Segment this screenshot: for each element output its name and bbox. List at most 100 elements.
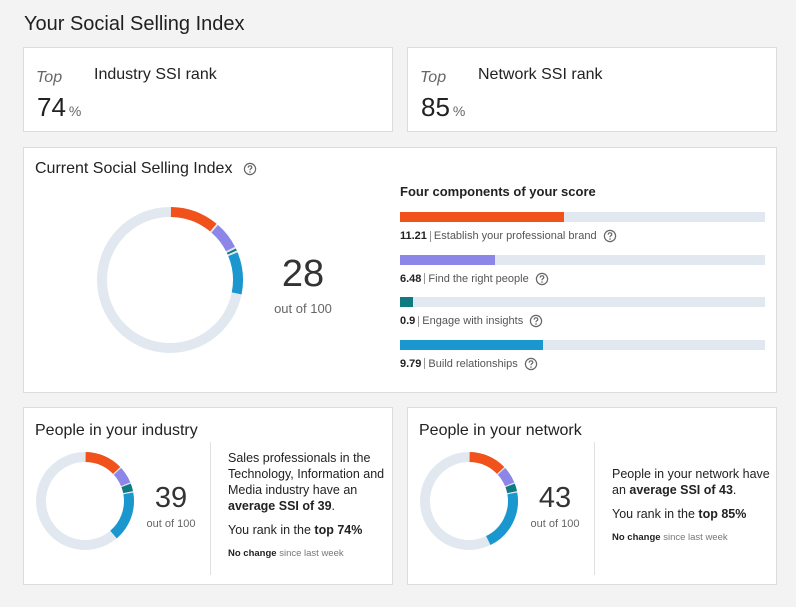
donut-segment — [226, 248, 237, 255]
bar — [400, 297, 414, 307]
component-label: 9.79 Build relationships — [400, 357, 538, 371]
component-name: Engage with insights — [422, 315, 524, 327]
component-label: 11.21 Establish your professional brand — [400, 229, 617, 243]
network-card: People in your network 43 out of 100 People… — [407, 407, 777, 585]
industry-card: People in your industry 39 out of 100 Sales… — [23, 407, 393, 585]
group-donut — [420, 452, 518, 550]
help-icon-dot — [529, 365, 532, 368]
description-part: . — [331, 499, 336, 513]
help-icon-mark — [528, 359, 534, 365]
description-part: People in your network have an — [612, 467, 770, 497]
separator — [424, 358, 426, 369]
help-icon-dot — [540, 280, 543, 283]
card-title: People in your network — [419, 422, 582, 439]
change-text: No change since last week — [228, 546, 388, 562]
component-value: 11.21 — [400, 230, 427, 242]
component-name: Establish your professional brand — [433, 230, 597, 242]
rank-title: Industry SSI rank — [94, 66, 217, 83]
industry-rank-card: Top Industry SSI rank 74% — [23, 47, 393, 132]
rank-part: You rank in the — [228, 523, 315, 537]
help-icon-mark — [533, 317, 539, 323]
rank-number: 74% — [37, 92, 81, 123]
help-icon-ring — [535, 272, 548, 285]
card-title: People in your industry — [35, 422, 198, 439]
rank-text: You rank in the top 74% — [228, 522, 388, 538]
help-icon-dot — [535, 323, 538, 325]
current-ssi-card: Current Social Selling Index 28 out of 1… — [23, 147, 777, 393]
network-rank-card: Top Network SSI rank 85% — [407, 47, 777, 132]
donut-segment — [85, 452, 121, 475]
group-text: People in your network have an average S… — [612, 466, 772, 554]
separator — [418, 315, 420, 327]
component-label: 0.9 Engage with insights — [400, 314, 543, 328]
change-part: No change — [612, 532, 661, 543]
score-caption: out of 100 — [530, 518, 580, 530]
rank-prefix: Top — [420, 69, 447, 86]
description-part: Sales professionals in the Technology, I… — [228, 451, 385, 497]
rank-part: You rank in the — [612, 507, 699, 521]
rank-prefix: Top — [36, 69, 63, 86]
rank-unit: % — [452, 103, 466, 119]
help-icon[interactable] — [524, 357, 538, 371]
donut-segment — [121, 483, 133, 494]
donut-segment — [113, 467, 131, 487]
bar-track — [400, 339, 765, 350]
group-score: 43 — [538, 482, 572, 514]
bar — [400, 212, 564, 222]
bar — [400, 254, 495, 265]
help-icon[interactable] — [535, 272, 549, 286]
change-part: No change — [228, 548, 277, 559]
donut-segment — [469, 452, 505, 475]
change-text: No change since last week — [612, 530, 772, 546]
bar-track — [400, 297, 765, 307]
separator — [424, 273, 426, 284]
description-part: average SSI of 43 — [629, 483, 733, 497]
separator — [429, 230, 431, 242]
rank-value: 85 — [421, 92, 450, 122]
rank-unit: % — [68, 103, 82, 119]
description-part: . — [732, 483, 737, 497]
donut-segment — [170, 207, 217, 232]
bar — [400, 339, 543, 350]
help-icon-dot — [608, 238, 611, 240]
change-part: since last week — [276, 548, 344, 559]
rank-number: 85% — [421, 92, 465, 123]
help-icon-mark — [539, 274, 545, 280]
page-title: Your Social Selling Index — [24, 13, 245, 35]
bar-track — [400, 254, 765, 265]
help-icon[interactable] — [243, 162, 257, 176]
donut-segment — [497, 467, 515, 487]
help-icon-ring — [524, 357, 537, 370]
help-icon-mark — [607, 232, 612, 238]
help-icon[interactable] — [529, 314, 543, 328]
change-part: since last week — [660, 532, 728, 543]
description: Sales professionals in the Technology, I… — [228, 450, 388, 514]
card-title-text: Current Social Selling Index — [35, 160, 233, 177]
score-caption: out of 100 — [146, 518, 196, 530]
component-label: 6.48 Find the right people — [400, 272, 549, 286]
ssi-donut — [97, 207, 243, 353]
rank-title: Network SSI rank — [478, 66, 603, 83]
divider — [210, 442, 211, 575]
component-name: Find the right people — [428, 272, 529, 285]
description: People in your network have an average S… — [612, 466, 772, 498]
component-value: 9.79 — [400, 357, 422, 370]
bar-track — [400, 212, 765, 222]
rank-part: top 85% — [698, 507, 747, 521]
donut-segment — [228, 252, 243, 295]
group-donut — [36, 452, 134, 550]
donut-segment — [505, 483, 517, 494]
donut-segment — [110, 492, 134, 539]
help-icon[interactable] — [603, 229, 617, 243]
help-icon-ring — [530, 314, 543, 328]
component-value: 6.48 — [400, 272, 422, 285]
ssi-score: 28 — [281, 253, 325, 295]
rank-text: You rank in the top 85% — [612, 506, 772, 522]
help-icon-ring — [603, 229, 616, 243]
description-part: average SSI of 39 — [228, 499, 332, 513]
rank-part: top 74% — [314, 523, 363, 537]
components-title: Four components of your score — [400, 184, 596, 199]
score-caption: out of 100 — [274, 301, 332, 316]
donut-segment — [485, 492, 518, 546]
